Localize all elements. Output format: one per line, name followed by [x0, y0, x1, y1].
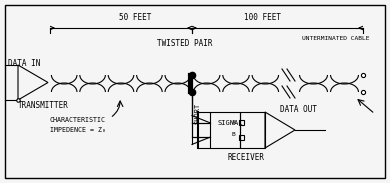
Text: IMPEDENCE = Z₀: IMPEDENCE = Z₀	[50, 127, 106, 133]
Text: TWISTED PAIR: TWISTED PAIR	[157, 40, 213, 48]
Text: SHORT: SHORT	[194, 102, 200, 124]
Text: A: A	[232, 119, 236, 124]
Bar	[239, 120, 244, 125]
Text: RECEIVER: RECEIVER	[227, 154, 264, 163]
Text: DATA OUT: DATA OUT	[280, 106, 317, 115]
Bar	[239, 135, 244, 140]
Text: B: B	[232, 132, 236, 137]
Text: CHARACTERISTIC: CHARACTERISTIC	[50, 117, 106, 123]
Text: TRANSMITTER: TRANSMITTER	[18, 100, 69, 109]
Text: 100 FEET: 100 FEET	[243, 14, 280, 23]
Text: 50 FEET: 50 FEET	[119, 14, 151, 23]
Text: UNTERMINATED CABLE: UNTERMINATED CABLE	[302, 36, 369, 40]
Text: SIGNAL: SIGNAL	[217, 120, 243, 126]
Bar	[240, 112, 265, 148]
Text: DATA IN: DATA IN	[8, 59, 41, 68]
Bar	[210, 112, 240, 148]
